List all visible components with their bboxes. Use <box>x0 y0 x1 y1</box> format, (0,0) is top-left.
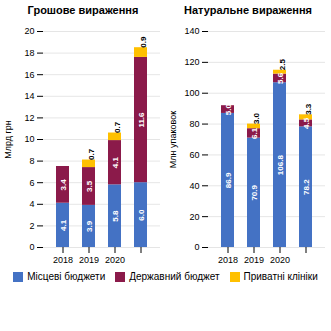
svg-text:3.9: 3.9 <box>84 220 93 232</box>
svg-text:60: 60 <box>189 150 199 160</box>
svg-text:2018: 2018 <box>52 255 72 265</box>
svg-text:12: 12 <box>24 113 34 123</box>
svg-text:0.7: 0.7 <box>86 148 95 160</box>
svg-text:2020: 2020 <box>104 255 124 265</box>
svg-text:10: 10 <box>24 134 34 144</box>
svg-text:16: 16 <box>24 70 34 80</box>
svg-text:4.5: 4.5 <box>301 117 310 129</box>
svg-text:11.6: 11.6 <box>136 112 145 128</box>
svg-text:14: 14 <box>24 91 34 101</box>
svg-text:2019: 2019 <box>243 255 263 265</box>
svg-text:120: 120 <box>184 57 199 67</box>
svg-text:78.2: 78.2 <box>301 179 310 195</box>
svg-text:0.7: 0.7 <box>112 121 121 133</box>
svg-text:20: 20 <box>189 212 199 222</box>
svg-text:0.9: 0.9 <box>138 36 147 48</box>
html-text:Грошове вираження: Грошове вираження <box>27 4 139 16</box>
html-text:Державний бюджет: Державний бюджет <box>129 271 220 282</box>
svg-text:2018: 2018 <box>217 255 237 265</box>
svg-text:4.1: 4.1 <box>110 157 119 169</box>
svg-text:Млрд грн: Млрд грн <box>2 120 12 159</box>
svg-text:6.1: 6.1 <box>249 127 258 139</box>
svg-text:100: 100 <box>184 88 199 98</box>
svg-text:2020: 2020 <box>269 255 289 265</box>
svg-text:3.0: 3.0 <box>251 112 260 124</box>
svg-text:6.0: 6.0 <box>136 209 145 221</box>
svg-text:3.3: 3.3 <box>303 103 312 115</box>
svg-text:18: 18 <box>24 48 34 58</box>
svg-text:2019: 2019 <box>78 255 98 265</box>
svg-text:0: 0 <box>194 242 199 252</box>
html-text:Приватні клініки: Приватні клініки <box>243 271 318 282</box>
svg-text:2.5: 2.5 <box>277 59 286 71</box>
svg-text:20: 20 <box>24 26 34 36</box>
svg-text:4.1: 4.1 <box>58 219 67 231</box>
html-text:Місцеві бюджети: Місцеві бюджети <box>27 271 106 282</box>
svg-text:2: 2 <box>29 221 34 231</box>
svg-text:0: 0 <box>29 242 34 252</box>
svg-text:6: 6 <box>29 178 34 188</box>
svg-text:5.6: 5.6 <box>275 72 284 84</box>
svg-text:5.8: 5.8 <box>110 210 119 222</box>
svg-text:106.8: 106.8 <box>275 155 284 176</box>
svg-text:4: 4 <box>29 199 34 209</box>
svg-text:Млн упаковок: Млн упаковок <box>167 111 177 168</box>
svg-text:86.9: 86.9 <box>223 172 232 188</box>
svg-text:40: 40 <box>189 181 199 191</box>
svg-text:8: 8 <box>29 156 34 166</box>
svg-text:3.5: 3.5 <box>84 180 93 192</box>
svg-text:3.4: 3.4 <box>58 179 67 191</box>
svg-text:140: 140 <box>184 26 199 36</box>
svg-text:5.0: 5.0 <box>223 103 232 115</box>
html-text:Натуральне вираження: Натуральне вираження <box>184 4 312 16</box>
svg-text:80: 80 <box>189 119 199 129</box>
svg-text:70.9: 70.9 <box>249 184 258 200</box>
